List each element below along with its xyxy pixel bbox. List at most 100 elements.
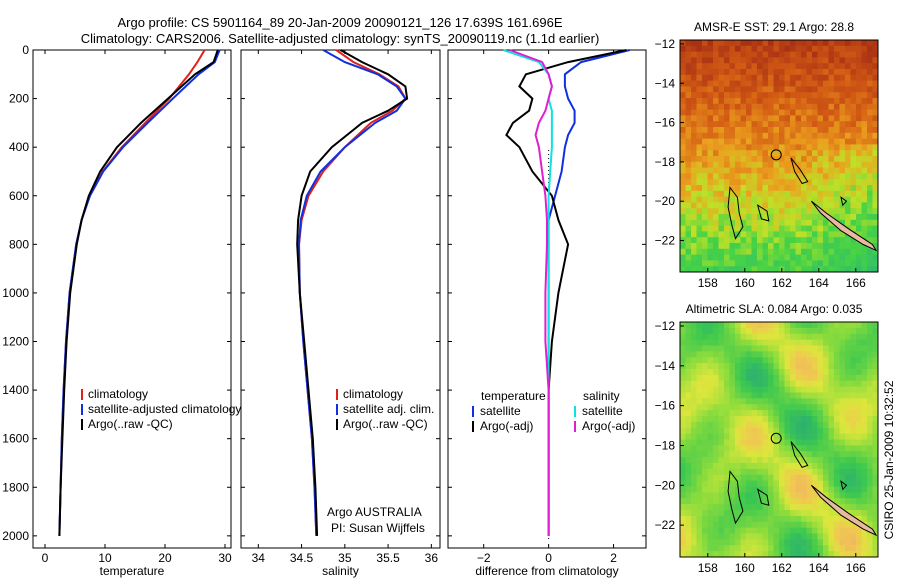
heatmap-cell xyxy=(806,451,813,458)
heatmap-cell xyxy=(702,40,708,47)
heatmap-cell xyxy=(718,156,725,163)
heatmap-cell xyxy=(861,127,868,134)
heatmap-cell xyxy=(707,386,714,393)
heatmap-cell xyxy=(696,480,703,487)
heatmap-cell xyxy=(718,433,725,440)
heatmap-cell xyxy=(806,521,813,529)
heatmap-cell xyxy=(872,345,879,352)
heatmap-cell xyxy=(801,386,807,393)
heatmap-cell xyxy=(817,57,824,64)
heatmap-cell xyxy=(779,351,785,358)
heatmap-cell xyxy=(850,445,857,452)
heatmap-cell xyxy=(861,439,868,446)
heatmap-cell xyxy=(867,474,873,482)
heatmap-cell xyxy=(784,254,791,261)
heatmap-cell xyxy=(828,533,835,540)
heatmap-cell xyxy=(718,327,725,335)
heatmap-cell xyxy=(834,92,840,99)
heatmap-cell xyxy=(773,260,780,267)
heatmap-cell xyxy=(746,474,752,482)
heatmap-cell xyxy=(724,63,730,70)
heatmap-cell xyxy=(861,40,868,47)
heatmap-cell xyxy=(762,121,769,128)
heatmap-cell xyxy=(718,103,725,110)
heatmap-cell xyxy=(768,260,774,267)
heatmap-cell xyxy=(779,433,785,440)
heatmap-cell xyxy=(751,74,758,81)
map-title: Altimetric SLA: 0.084 Argo: 0.035 xyxy=(686,302,863,316)
heatmap-cell xyxy=(779,167,785,174)
heatmap-cell xyxy=(696,237,703,244)
heatmap-cell xyxy=(691,196,697,203)
heatmap-cell xyxy=(790,144,796,151)
heatmap-cell xyxy=(817,202,824,209)
heatmap-cell xyxy=(845,498,851,505)
heatmap-cell xyxy=(696,121,703,128)
heatmap-cell xyxy=(801,161,807,168)
heatmap-cell xyxy=(751,80,758,87)
heatmap-cell xyxy=(834,363,840,370)
heatmap-cell xyxy=(850,474,857,482)
heatmap-cell xyxy=(801,45,807,52)
heatmap-cell xyxy=(850,492,857,499)
heatmap-cell xyxy=(845,327,851,335)
heatmap-cell xyxy=(872,132,879,139)
heatmap-cell xyxy=(680,208,686,215)
heatmap-cell xyxy=(801,237,807,244)
heatmap-cell xyxy=(817,144,824,151)
heatmap-cell xyxy=(817,45,824,52)
heatmap-cell xyxy=(861,173,868,180)
x-tick-label: 10 xyxy=(98,551,112,565)
heatmap-cell xyxy=(779,427,785,435)
heatmap-cell xyxy=(751,527,758,534)
heatmap-cell xyxy=(784,248,791,255)
heatmap-cell xyxy=(867,357,873,364)
y-tick-label: −22 xyxy=(655,518,676,532)
heatmap-cell xyxy=(713,254,719,261)
heatmap-cell xyxy=(735,421,741,429)
heatmap-cell xyxy=(751,98,758,105)
heatmap-cell xyxy=(746,196,752,203)
heatmap-cell xyxy=(795,480,802,487)
heatmap-cell xyxy=(784,196,791,203)
heatmap-cell xyxy=(795,357,802,364)
heatmap-cell xyxy=(823,480,829,487)
heatmap-cell xyxy=(740,527,747,534)
heatmap-cell xyxy=(861,248,868,255)
heatmap-cell xyxy=(839,351,846,358)
heatmap-cell xyxy=(762,167,769,174)
heatmap-cell xyxy=(812,533,818,540)
heatmap-cell xyxy=(790,457,796,464)
heatmap-cell xyxy=(867,369,873,376)
heatmap-cell xyxy=(696,504,703,511)
heatmap-cell xyxy=(724,498,730,505)
heatmap-cell xyxy=(768,492,774,499)
heatmap-cell xyxy=(801,144,807,151)
heatmap-cell xyxy=(812,243,818,250)
heatmap-cell xyxy=(872,386,879,393)
heatmap-cell xyxy=(740,248,747,255)
heatmap-cell xyxy=(735,103,741,110)
heatmap-cell xyxy=(806,327,813,335)
heatmap-cell xyxy=(729,243,736,250)
heatmap-cell xyxy=(801,231,807,238)
heatmap-cell xyxy=(768,219,774,226)
heatmap-cell xyxy=(773,80,780,87)
difference-axes-frame xyxy=(447,49,647,549)
heatmap-cell xyxy=(757,451,763,458)
heatmap-cell xyxy=(707,202,714,209)
heatmap-cell xyxy=(867,480,873,487)
heatmap-cell xyxy=(735,445,741,452)
heatmap-cell xyxy=(751,333,758,341)
heatmap-cell xyxy=(713,333,719,341)
heatmap-cell xyxy=(729,545,736,552)
heatmap-cell xyxy=(867,339,873,346)
heatmap-cell xyxy=(729,551,736,558)
heatmap-cell xyxy=(779,150,785,157)
heatmap-cell xyxy=(729,115,736,122)
heatmap-cell xyxy=(707,504,714,511)
heatmap-cell xyxy=(718,345,725,352)
heatmap-cell xyxy=(768,463,774,470)
heatmap-cell xyxy=(757,144,763,151)
heatmap-cell xyxy=(795,80,802,87)
